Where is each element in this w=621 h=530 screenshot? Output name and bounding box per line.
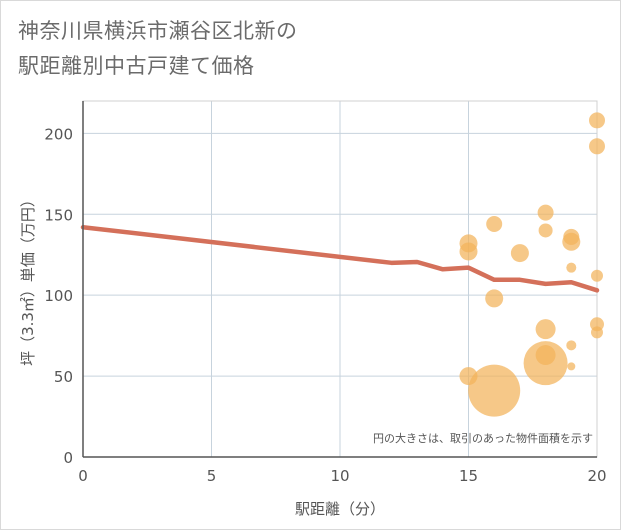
bubble-point [459,242,478,261]
bubble-point [591,269,603,282]
bubble-point [485,289,504,308]
chart-title-line-1: 神奈川県横浜市瀬谷区北新の [18,19,298,43]
x-tick-label: 0 [78,467,88,485]
chart-title-line-2: 駅距離別中古戸建て価格 [18,54,255,78]
bubble-point [538,223,553,238]
bubble-point [537,204,554,221]
y-axis-title: 坪（3.3㎡）単価（万円） [19,192,37,366]
bubble-point [535,319,556,340]
bubble-point [468,364,521,417]
bubble-point [486,215,503,232]
axes [82,101,597,458]
bubble-point [566,262,577,273]
bubble-point [589,112,605,129]
y-tick-label: 100 [44,287,73,305]
trend-line [80,224,600,293]
y-tick-label: 200 [44,125,73,143]
y-tick-label: 50 [54,368,73,386]
x-axis-title: 駅距離（分） [295,500,385,518]
size-legend-note: 円の大きさは、取引のあった物件面積を示す [373,431,593,445]
bubble-point [562,232,581,251]
x-tick-label: 15 [459,467,478,485]
y-tick-label: 0 [63,449,73,467]
trend-line-series [80,224,600,293]
chart-title: 神奈川県横浜市瀬谷区北新の 駅距離別中古戸建て価格 [18,14,578,84]
x-tick-label: 5 [207,467,217,485]
bubble-point [523,341,568,386]
x-tick-label: 10 [330,467,349,485]
bubble-series [459,112,605,417]
bubble-point [566,340,577,351]
x-tick-label: 20 [587,467,606,485]
bubble-point [567,362,576,371]
y-tick-label: 150 [44,206,73,224]
bubble-point [589,138,605,155]
bubble-point [510,244,529,263]
bubble-point [591,326,603,339]
